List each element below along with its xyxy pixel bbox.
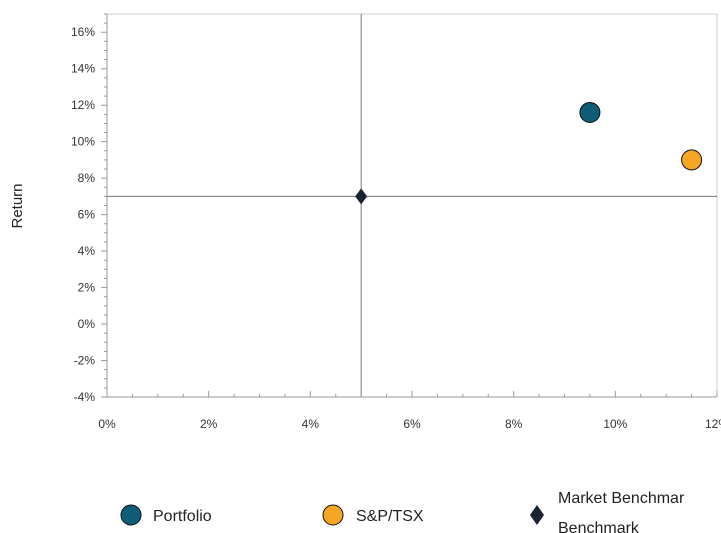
legend-label: Market Benchmar <box>558 490 685 507</box>
legend-label: S&P/TSX <box>356 508 424 525</box>
data-points <box>355 101 703 205</box>
legend-label: Benchmark <box>558 520 640 533</box>
y-tick-label: 14% <box>71 62 95 76</box>
y-tick-label: -4% <box>74 390 96 404</box>
x-tick-label: 6% <box>403 417 421 431</box>
circle-marker-icon <box>322 504 344 526</box>
circle-marker-icon <box>120 504 142 526</box>
x-tick-label: 4% <box>302 417 320 431</box>
legend-item-portfolio: Portfolio <box>120 504 212 526</box>
y-axis: -4% -2% 0% 2% 4% 6% 8% 10% 12% 14% 16% <box>71 13 107 404</box>
x-tick-label: 0% <box>98 417 116 431</box>
legend-label: Portfolio <box>153 508 212 525</box>
legend-item-market-benchmark: Market Benchmar Benchmark <box>530 490 685 533</box>
x-tick-label: 2% <box>200 417 218 431</box>
x-tick-label: 8% <box>505 417 523 431</box>
x-tick-label: 10% <box>603 417 627 431</box>
y-tick-label: 4% <box>78 244 96 258</box>
diamond-marker-icon <box>530 505 544 525</box>
y-axis-title: Return <box>9 183 26 228</box>
y-tick-label: 10% <box>71 135 95 149</box>
y-tick-label: 0% <box>78 317 96 331</box>
legend: Portfolio S&P/TSX Market Benchmar Benchm… <box>120 490 685 533</box>
y-tick-label: 12% <box>71 98 95 112</box>
y-tick-label: 16% <box>71 25 95 39</box>
y-tick-label: 8% <box>78 171 96 185</box>
x-axis: 0% 2% 4% 6% 8% 10% 12% <box>98 391 721 431</box>
legend-item-sp-tsx: S&P/TSX <box>322 504 424 526</box>
x-tick-label: 12% <box>705 417 721 431</box>
y-tick-label: 2% <box>78 281 96 295</box>
data-point-s-p-tsx <box>681 149 703 171</box>
y-tick-label: -2% <box>74 354 96 368</box>
data-point-portfolio <box>579 101 601 123</box>
data-point-market-benchmark <box>355 188 368 205</box>
y-tick-label: 6% <box>78 208 96 222</box>
